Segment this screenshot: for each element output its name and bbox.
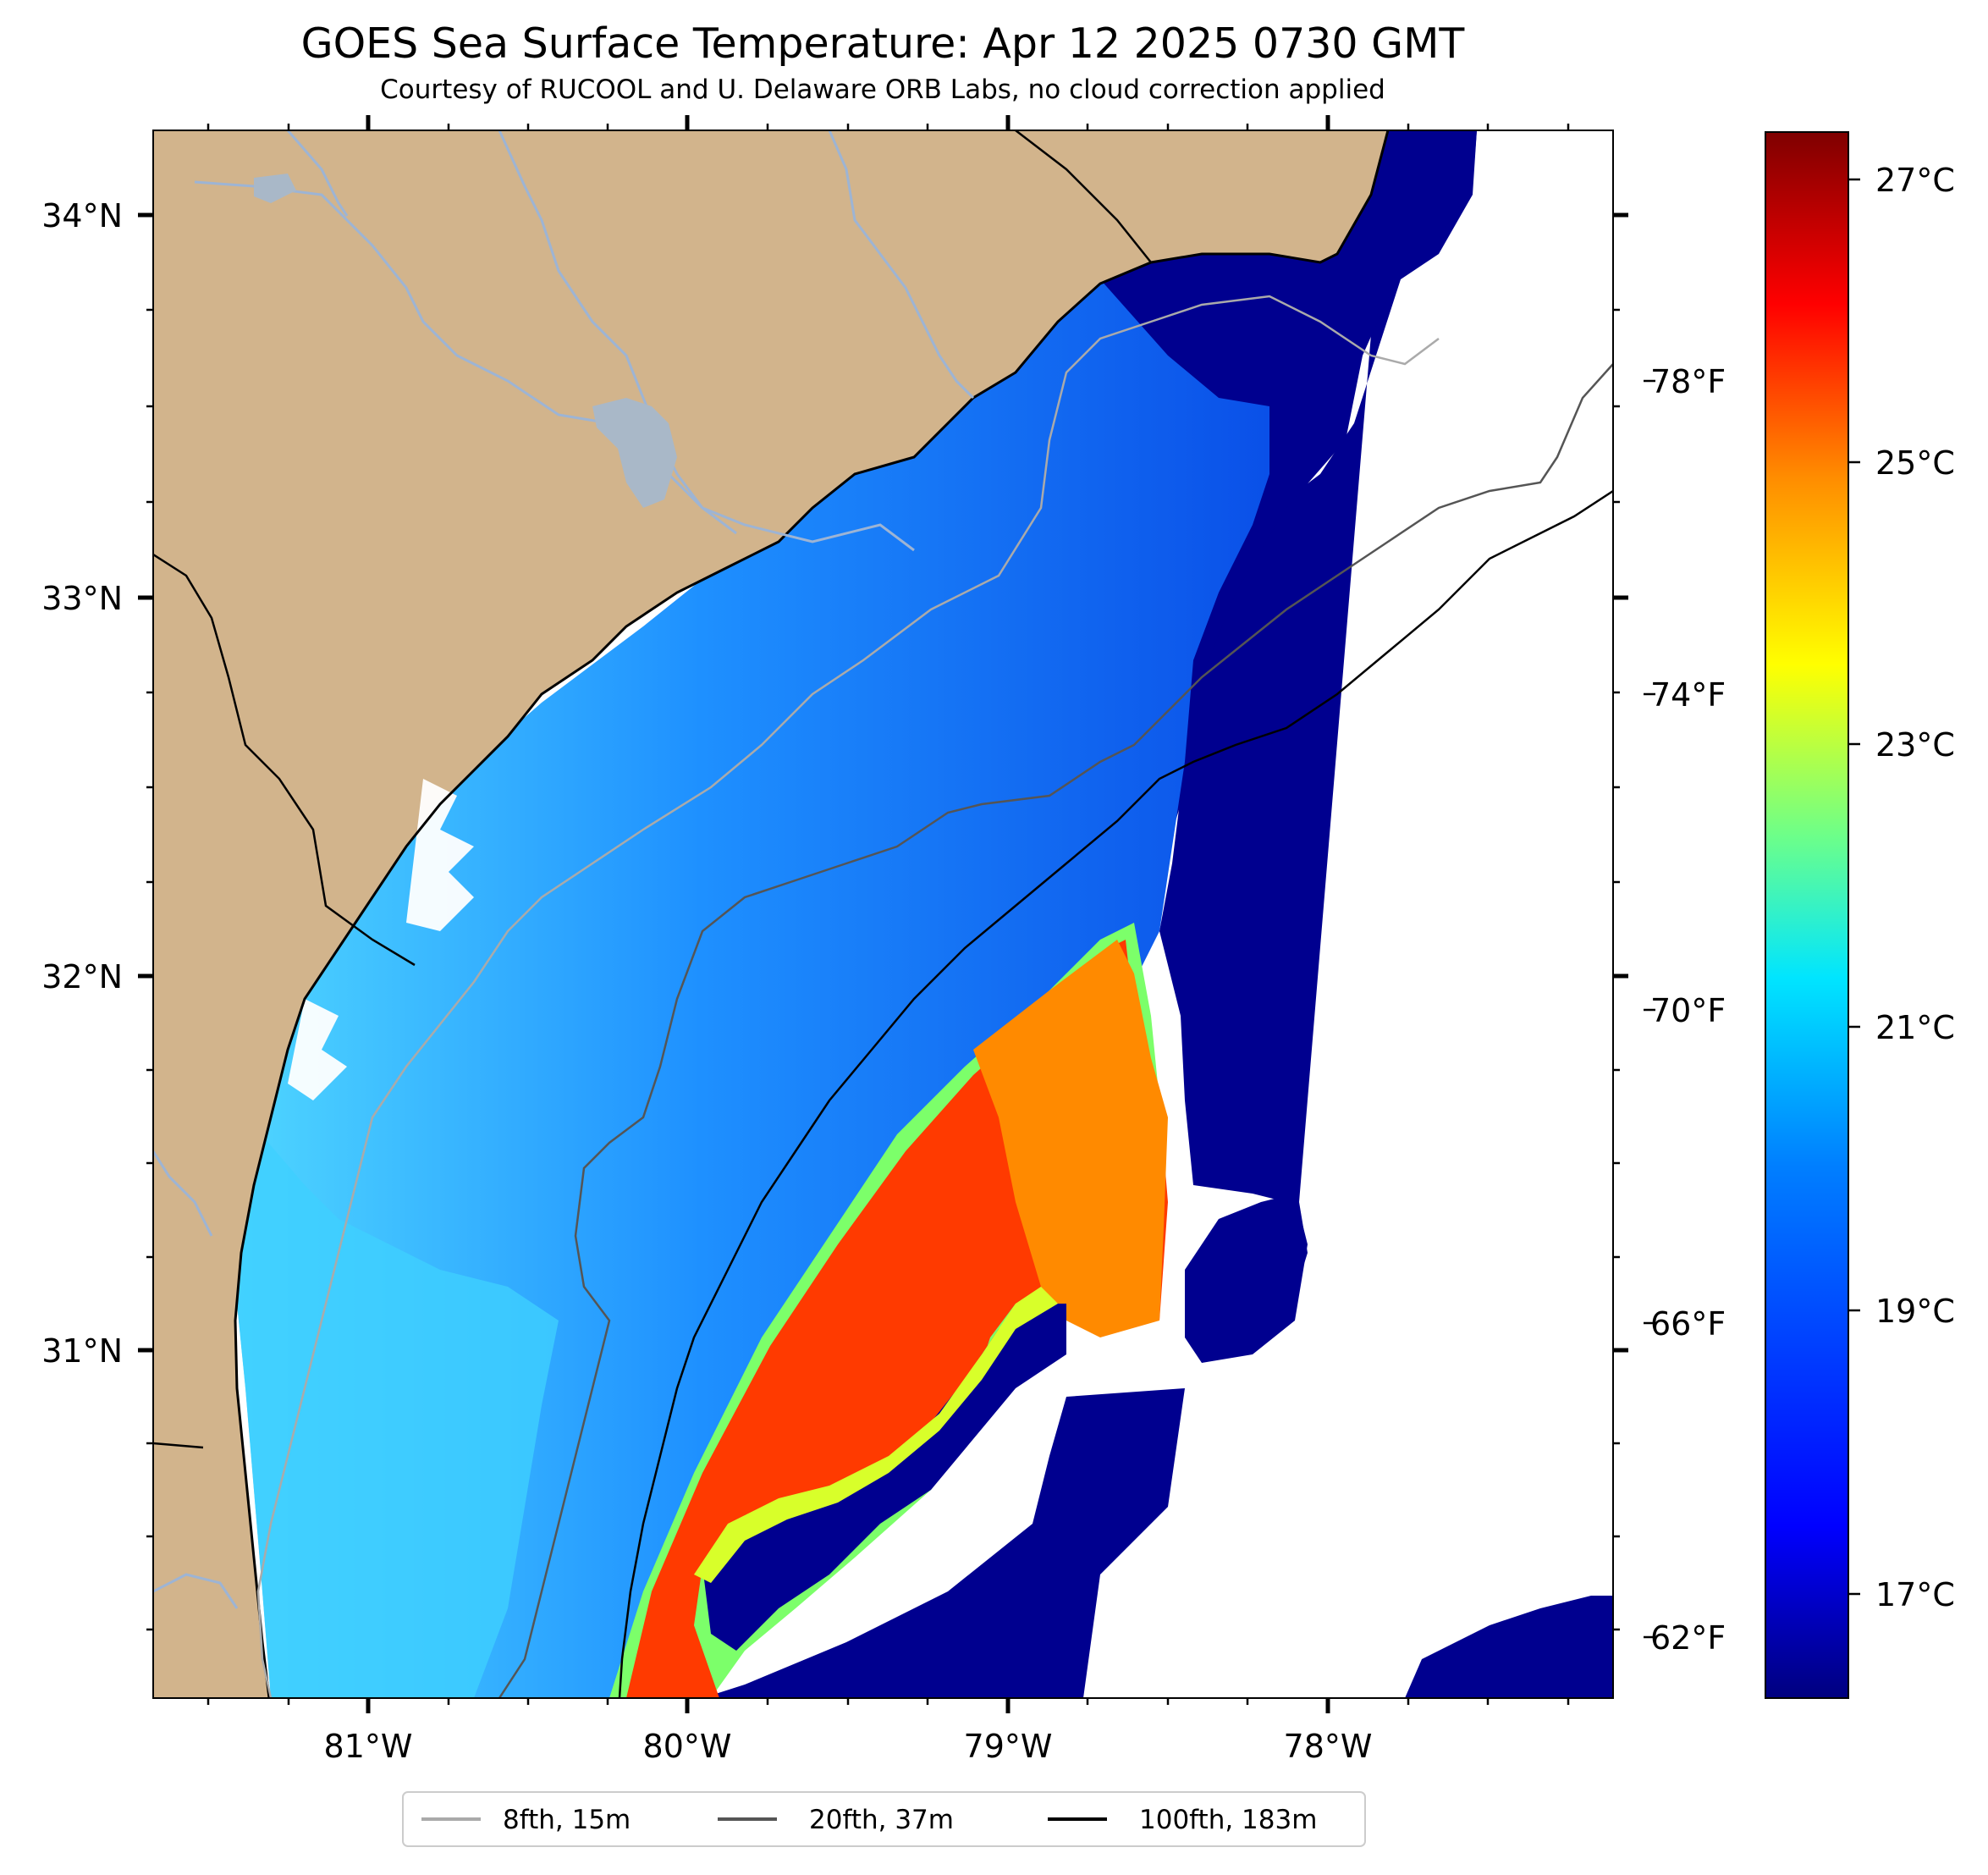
lon-label: 79°W [964,1728,1053,1765]
fahrenheit-label: 62°F [1650,1619,1726,1657]
estuary-inlet [406,779,474,931]
river [286,130,349,217]
reservoir [254,174,296,203]
reservoir [592,398,677,508]
lat-label: 31°N [41,1332,123,1370]
legend-label-100fth: 100fth, 183m [1139,1805,1317,1835]
river [828,130,975,400]
celsius-label: 17°C [1875,1576,1955,1613]
celsius-label: 25°C [1875,444,1955,482]
legend-box [402,1791,1366,1847]
lat-label: 34°N [41,197,123,234]
legend-label-8fth: 8fth, 15m [503,1805,631,1835]
estuary-inlet [288,999,347,1100]
state-border [153,553,416,967]
isobath-100fth [618,489,1613,1698]
legend-label-20fth: 20fth, 37m [809,1805,954,1835]
river [153,1150,213,1237]
celsius-label: 21°C [1875,1009,1955,1046]
isobath-20fth [498,363,1613,1698]
lat-label: 32°N [41,958,123,995]
fahrenheit-label: 78°F [1650,363,1726,400]
fahrenheit-ticks [1644,379,1655,1639]
fahrenheit-label: 74°F [1650,676,1726,714]
fahrenheit-label: 70°F [1650,992,1726,1029]
cold-patch-southeast [1405,1596,1613,1698]
figure-title: GOES Sea Surface Temperature: Apr 12 202… [301,19,1466,68]
nearshore-cyan-band [237,1126,559,1698]
lon-label: 81°W [324,1728,413,1765]
fahrenheit-label: 66°F [1650,1305,1726,1343]
eddy-filament-yellow [694,1287,1058,1583]
figure-subtitle: Courtesy of RUCOOL and U. Delaware ORB L… [380,74,1385,105]
lon-label: 78°W [1284,1728,1373,1765]
celsius-label: 19°C [1875,1293,1955,1330]
state-border [153,1442,204,1449]
isobath-8fth [256,295,1440,1698]
state-border [1015,130,1152,263]
river [153,1573,239,1609]
celsius-label: 27°C [1875,162,1955,199]
colorbar [1765,131,1849,1699]
land-mass [153,130,1388,1698]
legend: 8fth, 15m 20fth, 37m 100fth, 183m [402,1791,1366,1847]
coastline [234,130,1390,1698]
lon-label: 80°W [643,1728,732,1765]
lat-label: 33°N [41,580,123,617]
major-ticks [138,115,1628,1713]
warm-core-east-orange [973,940,1168,1337]
celsius-label: 23°C [1875,726,1955,764]
minor-ticks [146,124,1620,1705]
cold-patch-east [1185,1194,1308,1363]
cold-offshore-water [702,130,1477,1698]
colorbar-ticks [1848,178,1860,1596]
map-panel [153,130,1613,1698]
eddy-filament [702,1304,1066,1651]
map-frame [152,130,1614,1699]
